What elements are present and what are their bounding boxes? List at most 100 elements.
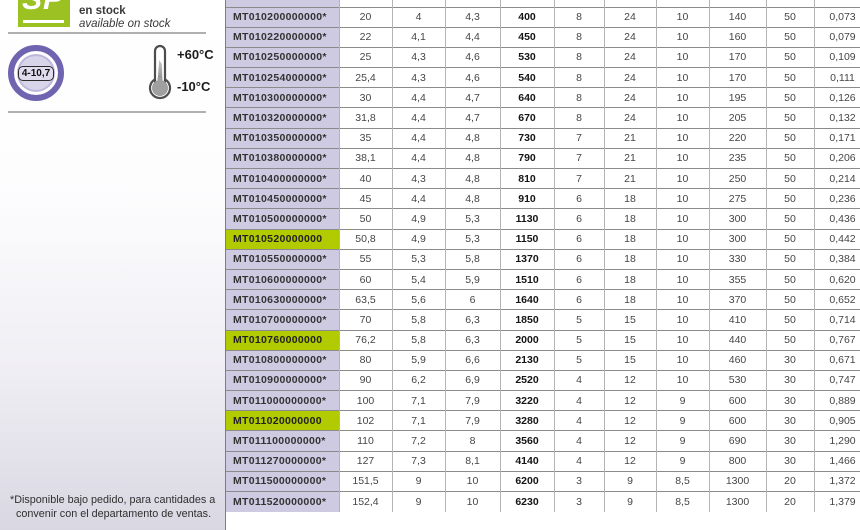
footnote-line-1: *Disponible bajo pedido, para cantidades… xyxy=(10,494,216,506)
value-cell: 440 xyxy=(708,329,766,351)
value-cell: 50 xyxy=(765,107,814,129)
value-cell: 1,466 xyxy=(813,450,860,472)
value-cell: 1300 xyxy=(708,470,766,492)
part-number-cell: MT010254000000* xyxy=(226,67,339,88)
value-cell: 4,8 xyxy=(444,188,500,209)
value-cell: 4 xyxy=(553,450,604,472)
value-cell: 2130 xyxy=(499,349,554,371)
value-cell: 450 xyxy=(499,26,554,48)
value-cell: 100 xyxy=(338,390,392,411)
value-cell: 10 xyxy=(655,67,709,88)
part-number-cell: MT010220000000* xyxy=(226,26,339,48)
value-cell: 205 xyxy=(708,107,766,129)
value-cell: 0,126 xyxy=(813,87,860,108)
value-cell: 7 xyxy=(553,127,604,149)
value-cell: 24 xyxy=(603,46,656,68)
value-cell: 0,620 xyxy=(813,268,860,290)
value-cell: 31,8 xyxy=(338,107,392,129)
value-cell: 0,214 xyxy=(813,167,860,189)
value-cell: 0,236 xyxy=(813,188,860,209)
value-cell: 10 xyxy=(655,248,709,270)
table-row: MT010450000000* 45 4,4 4,8 910 6 18 10 275 50 0,23… xyxy=(226,188,860,209)
value-cell: 4 xyxy=(553,390,604,411)
part-number-cell: MT010600000000* xyxy=(226,268,339,290)
value-cell: 4 xyxy=(553,410,604,431)
part-number-cell: MT010520000000 xyxy=(226,228,339,250)
value-cell: 50 xyxy=(765,46,814,68)
value-cell: 460 xyxy=(708,349,766,371)
value-cell: 4,6 xyxy=(444,46,500,68)
value-cell: 5,3 xyxy=(444,208,500,230)
part-number-cell: MT010630000000* xyxy=(226,289,339,310)
value-cell: 5,3 xyxy=(391,248,445,270)
value-cell: 50 xyxy=(765,26,814,48)
value-cell: 25,4 xyxy=(338,67,392,88)
value-cell: 6,3 xyxy=(444,309,500,330)
value-cell: 9 xyxy=(391,470,445,492)
value-cell: 1130 xyxy=(499,208,554,230)
value-cell: 9 xyxy=(391,490,445,512)
value-cell: 8 xyxy=(444,430,500,452)
value-cell: 8 xyxy=(553,6,604,28)
value-cell: 76,2 xyxy=(338,329,392,351)
value-cell: 8,5 xyxy=(655,470,709,492)
value-cell: 4,4 xyxy=(391,188,445,209)
value-cell: 30 xyxy=(765,430,814,452)
value-cell: 5,4 xyxy=(391,268,445,290)
value-cell: 0,206 xyxy=(813,147,860,169)
part-number-cell: MT011270000000* xyxy=(226,450,339,472)
value-cell: 8 xyxy=(553,26,604,48)
value-cell: 50 xyxy=(765,289,814,310)
product-table: MT010200000000* 20 4 4,3 400 8 24 10 140 50 0,073 M… xyxy=(226,0,860,512)
value-cell: 400 xyxy=(499,6,554,28)
value-cell: 0,111 xyxy=(813,67,860,88)
value-cell: 151,5 xyxy=(338,470,392,492)
value-cell: 7,1 xyxy=(391,390,445,411)
thermometer-icon xyxy=(148,44,172,100)
value-cell: 0,747 xyxy=(813,369,860,391)
value-cell: 10 xyxy=(655,87,709,108)
value-cell: 50 xyxy=(765,228,814,250)
value-cell: 5,9 xyxy=(444,268,500,290)
value-cell: 60 xyxy=(338,268,392,290)
table-row: MT011000000000* 100 7,1 7,9 3220 4 12 9 600 30 0,8… xyxy=(226,390,860,411)
value-cell: 7,3 xyxy=(391,450,445,472)
part-number-cell: MT010550000000* xyxy=(226,248,339,270)
value-cell: 8 xyxy=(553,107,604,129)
value-cell: 24 xyxy=(603,87,656,108)
value-cell: 0,073 xyxy=(813,6,860,28)
value-cell: 6,2 xyxy=(391,369,445,391)
value-cell: 22 xyxy=(338,26,392,48)
value-cell: 35 xyxy=(338,127,392,149)
value-cell: 50 xyxy=(765,268,814,290)
value-cell: 127 xyxy=(338,450,392,472)
value-cell: 18 xyxy=(603,289,656,310)
value-cell: 12 xyxy=(603,430,656,452)
table-row: MT010350000000* 35 4,4 4,8 730 7 21 10 220 50 0,17… xyxy=(226,127,860,149)
part-number-cell: MT011100000000* xyxy=(226,430,339,452)
value-cell: 50 xyxy=(338,208,392,230)
value-cell: 10 xyxy=(655,46,709,68)
part-number-cell: MT011500000000* xyxy=(226,470,339,492)
diameter-range-badge: 4-10,7 xyxy=(8,45,64,101)
value-cell: 4,7 xyxy=(444,107,500,129)
value-cell: 50 xyxy=(765,167,814,189)
value-cell: 1510 xyxy=(499,268,554,290)
value-cell: 6 xyxy=(553,228,604,250)
value-cell: 30 xyxy=(765,349,814,371)
value-cell: 6,6 xyxy=(444,349,500,371)
value-cell: 10 xyxy=(655,208,709,230)
part-number-cell xyxy=(226,0,339,7)
value-cell: 6,9 xyxy=(444,369,500,391)
value-cell: 80 xyxy=(338,349,392,371)
value-cell: 1850 xyxy=(499,309,554,330)
value-cell: 1640 xyxy=(499,289,554,310)
stock-availability: en stock available on stock xyxy=(79,5,170,31)
value-cell: 12 xyxy=(603,390,656,411)
value-cell: 10 xyxy=(655,309,709,330)
part-number-cell: MT010320000000* xyxy=(226,107,339,129)
value-cell: 3 xyxy=(553,470,604,492)
part-number-cell: MT010900000000* xyxy=(226,369,339,391)
value-cell: 5 xyxy=(553,309,604,330)
value-cell: 1,372 xyxy=(813,470,860,492)
